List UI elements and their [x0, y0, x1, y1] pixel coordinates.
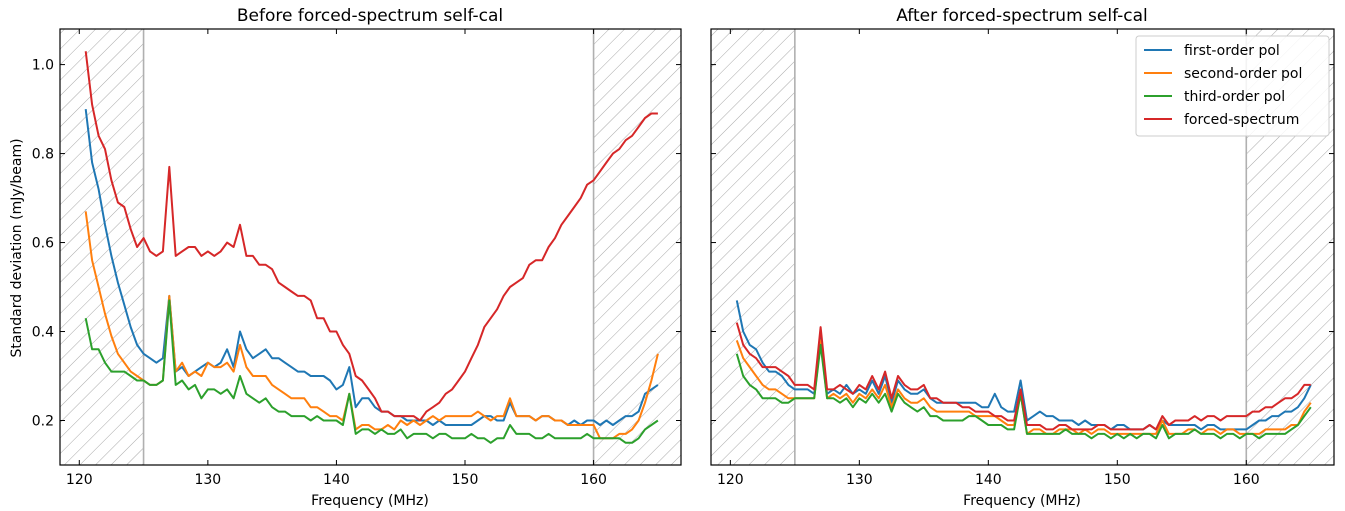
x-tick-label: 130	[194, 472, 221, 488]
x-tick-label: 160	[1233, 472, 1260, 488]
x-axis-label: Frequency (MHz)	[963, 493, 1081, 509]
shaded-region	[60, 29, 144, 465]
panel-before: Before forced-spectrum self-cal 120 130 14…	[9, 6, 682, 509]
legend-label: second-order pol	[1184, 66, 1302, 82]
y-tick-label: 0.2	[32, 414, 54, 430]
x-tick-label: 150	[1104, 472, 1131, 488]
y-tick-label: 0.4	[32, 325, 54, 341]
legend-box	[1135, 35, 1330, 137]
series-lines	[735, 300, 1312, 440]
series-lines	[84, 51, 659, 444]
x-tick-label: 130	[846, 472, 873, 488]
series-line-forced-spectrum	[735, 322, 1311, 431]
axis-ticks: 120 130 140 150 160 0.2 0.4 0.6 0.8 1.0	[32, 29, 681, 488]
series-line-third-order-pol	[735, 343, 1312, 440]
legend-label: third-order pol	[1184, 89, 1285, 105]
chart-title: Before forced-spectrum self-cal	[237, 6, 503, 26]
series-line-third-order-pol	[84, 299, 659, 444]
shaded-region	[593, 29, 681, 465]
panel-after: After forced-spectrum self-cal 120 130 140…	[710, 6, 1335, 509]
plot-frame	[59, 28, 682, 466]
y-tick-label: 0.6	[32, 236, 54, 252]
plot-frame	[710, 28, 1335, 466]
y-tick-label: 0.8	[32, 147, 54, 163]
x-tick-label: 120	[717, 472, 744, 488]
y-axis-label: Standard deviation (mJy/beam)	[9, 138, 25, 357]
x-tick-label: 120	[66, 472, 93, 488]
series-line-forced-spectrum	[84, 51, 658, 422]
x-tick-label: 140	[323, 472, 350, 488]
shaded-region	[711, 29, 795, 465]
shaded-regions	[60, 29, 681, 465]
x-tick-label: 160	[580, 472, 607, 488]
legend-label: forced-spectrum	[1184, 112, 1299, 128]
y-tick-label: 1.0	[32, 58, 54, 74]
series-line-second-order-pol	[84, 211, 659, 440]
series-line-first-order-pol	[84, 108, 659, 426]
legend-label: first-order pol	[1184, 43, 1280, 59]
x-tick-label: 140	[975, 472, 1002, 488]
axis-ticks: 120 130 140 150 160	[711, 29, 1334, 488]
x-tick-label: 150	[452, 472, 479, 488]
x-axis-label: Frequency (MHz)	[311, 493, 429, 509]
legend: first-order pol second-order pol third-ord…	[1135, 35, 1330, 137]
chart-title: After forced-spectrum self-cal	[896, 6, 1148, 26]
